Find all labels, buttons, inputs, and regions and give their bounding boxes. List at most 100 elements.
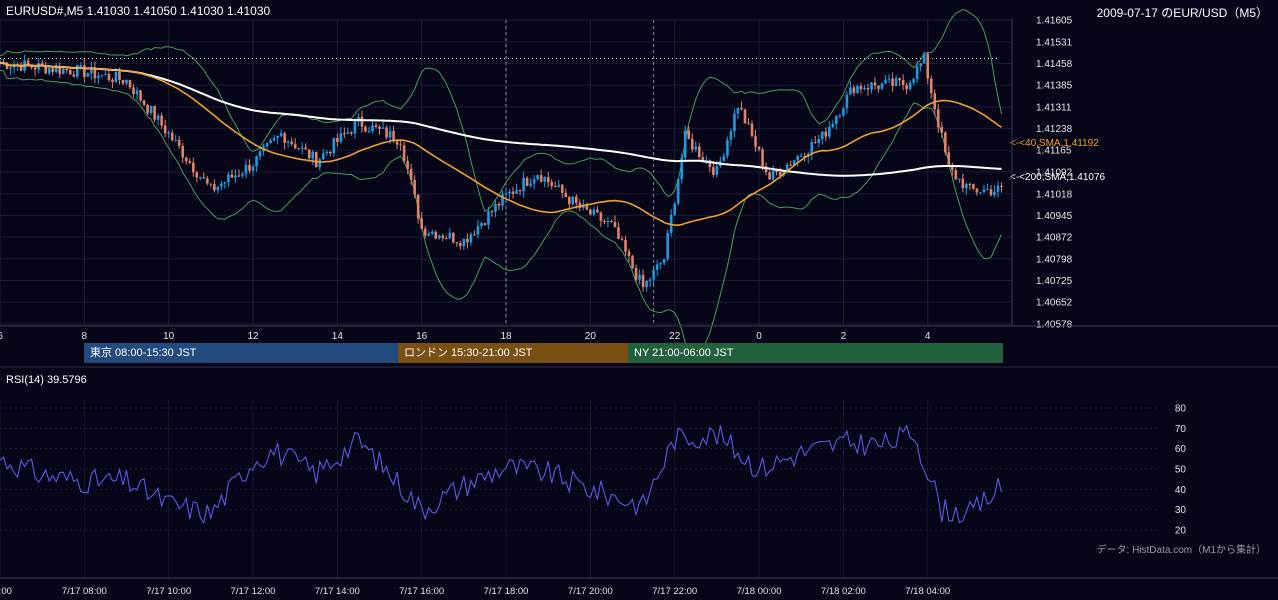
candle-body xyxy=(761,149,764,167)
candle-body xyxy=(107,73,111,80)
candle-body xyxy=(652,269,655,280)
candle-body xyxy=(227,174,230,183)
candle-body xyxy=(820,131,824,139)
candle-body xyxy=(698,146,701,158)
candle-body xyxy=(683,130,687,158)
candle-body xyxy=(757,146,761,150)
bollinger-lower xyxy=(0,69,1002,356)
datetime-tick-label: 7/18 04:00 xyxy=(905,586,950,597)
candle-body xyxy=(975,188,979,193)
candle-body xyxy=(272,138,276,141)
candle-body xyxy=(789,164,792,166)
candle-body xyxy=(452,232,455,243)
candle-body xyxy=(954,170,958,180)
hour-tick-label: 20 xyxy=(585,331,597,342)
candle-body xyxy=(378,126,381,129)
candle-body xyxy=(557,184,561,187)
candle-body xyxy=(536,175,539,180)
candle-body xyxy=(813,141,817,144)
axes: 1.41605 1.41531 1.41458 1.41385 1.41311 1.412… xyxy=(0,16,1278,597)
candle-body xyxy=(553,185,557,187)
candle-body xyxy=(768,172,771,180)
candle-body xyxy=(838,115,842,117)
candle-body xyxy=(251,166,255,171)
candle-body xyxy=(234,175,237,178)
candle-body xyxy=(550,182,554,186)
candle-body xyxy=(90,67,93,74)
candle-body xyxy=(487,211,490,225)
datetime-tick-label: 7/17 18:00 xyxy=(484,586,529,597)
candle-body xyxy=(276,135,279,139)
rsi-grid: 80 70 60 50 40 30 20 xyxy=(0,404,1186,537)
candle-body xyxy=(1000,185,1003,187)
candle-body xyxy=(392,131,395,142)
candle-body xyxy=(733,113,736,132)
datetime-tick-label: 7/17 12:00 xyxy=(231,586,276,597)
candle-body xyxy=(423,228,427,236)
candle-body xyxy=(529,183,532,186)
candle-body xyxy=(515,190,518,194)
candle-body xyxy=(856,85,859,93)
candle-body xyxy=(430,231,434,234)
candle-body xyxy=(455,242,459,244)
candle-body xyxy=(146,104,149,113)
candle-body xyxy=(381,127,385,129)
candle-body xyxy=(388,131,392,138)
session-newyork: NY 21:00-06:00 JST xyxy=(628,343,1003,363)
candle-body xyxy=(508,191,511,194)
candle-body xyxy=(979,192,982,194)
candle-body xyxy=(26,60,30,65)
candle-body xyxy=(58,66,62,74)
candle-body xyxy=(300,147,304,149)
candle-body xyxy=(223,182,227,184)
hour-tick-label: 2 xyxy=(841,331,847,342)
candle-body xyxy=(325,151,329,154)
candle-body xyxy=(655,264,659,270)
hour-tick-label: 16 xyxy=(416,331,428,342)
sma200-label: <-<200,SMA,1.41076 xyxy=(1010,172,1106,183)
candle-body xyxy=(662,259,666,264)
candle-body xyxy=(648,279,652,281)
datetime-tick-label: 7/17 08:00 xyxy=(62,586,107,597)
candle-body xyxy=(413,179,416,195)
candle-body xyxy=(395,141,399,145)
candle-body xyxy=(244,164,248,174)
candle-body xyxy=(986,189,989,191)
candle-body xyxy=(578,202,582,208)
candle-body xyxy=(420,218,423,229)
candle-body xyxy=(596,209,599,213)
chart-title: 2009-07-17 のEUR/USD（M5） xyxy=(1096,6,1268,20)
candle-body xyxy=(206,178,209,184)
candle-body xyxy=(645,280,648,288)
candle-body xyxy=(9,67,12,69)
candle-body xyxy=(680,157,684,180)
candle-body xyxy=(385,127,388,138)
candle-body xyxy=(631,255,634,268)
candle-body xyxy=(754,135,757,147)
hour-tick-label: 8 xyxy=(82,331,88,342)
candle-body xyxy=(666,232,669,260)
candle-body xyxy=(877,85,880,89)
candle-body xyxy=(469,234,473,243)
candle-body xyxy=(441,235,445,239)
candle-body xyxy=(68,70,72,75)
candle-body xyxy=(142,100,146,105)
candle-body xyxy=(269,140,272,144)
candle-body xyxy=(613,221,617,228)
candle-body xyxy=(511,191,515,194)
candle-body xyxy=(694,146,698,150)
candle-body xyxy=(940,127,944,133)
moving-averages: <-<40,SMA,1.41192 <-<200,SMA,1.41076 xyxy=(0,61,1106,227)
sma40-line xyxy=(0,61,1002,227)
price-tick-label: 1.41018 xyxy=(1036,189,1073,200)
candle-body xyxy=(19,64,23,71)
candle-body xyxy=(803,155,807,158)
candle-body xyxy=(989,189,993,196)
rsi-tick-label: 70 xyxy=(1175,424,1187,435)
candle-body xyxy=(708,160,712,168)
hour-tick-label: 0 xyxy=(756,331,762,342)
candle-body xyxy=(501,194,504,206)
candle-body xyxy=(321,153,325,160)
candle-body xyxy=(483,223,487,225)
